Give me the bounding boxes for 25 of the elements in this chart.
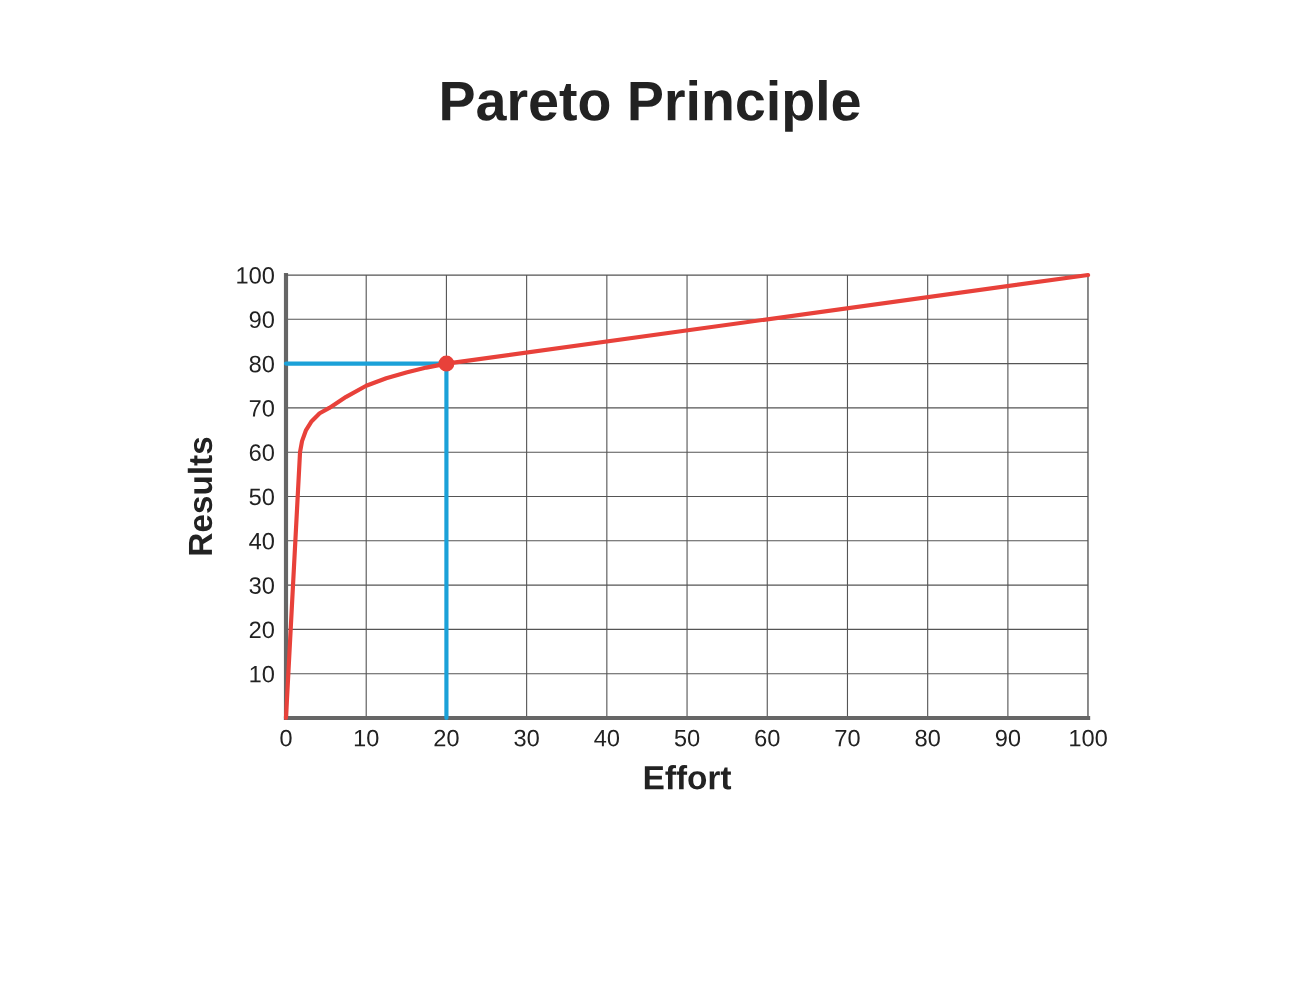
x-tick-label: 80 [915,729,940,747]
x-tick-label: 60 [755,729,780,747]
line-series [283,272,1091,721]
x-tick-label: 50 [674,729,700,747]
x-tick-label: 90 [995,729,1021,747]
y-tick-label: 50 [249,488,274,506]
y-tick-label: 10 [250,665,274,683]
x-tick-label: 30 [514,729,539,747]
x-tick-label: 10 [354,729,379,747]
x-tick-label: 100 [1070,729,1107,747]
x-tick-label: 40 [594,729,620,747]
y-tick-label: 80 [249,355,274,373]
x-tick-label: 0 [280,729,292,747]
y-tick-label: 70 [249,399,274,417]
y-tick-label: 30 [249,577,274,594]
x-axis-title: Effort [644,765,732,790]
x-tick-label: 70 [835,729,860,747]
y-tick-label: 100 [237,267,274,284]
y-axis-title: Results [187,437,213,555]
x-tick-label: 20 [434,729,459,747]
y-tick-label: 20 [249,621,274,639]
y-tick-label: 40 [249,532,274,550]
chart-title: Pareto Principle [442,80,860,132]
y-tick-label: 60 [249,444,274,461]
y-tick-label: 90 [249,311,274,329]
